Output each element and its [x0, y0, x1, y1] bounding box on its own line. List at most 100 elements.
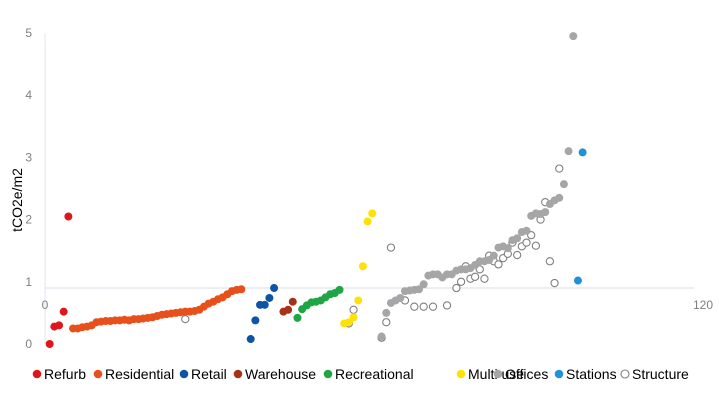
data-point: [550, 278, 559, 288]
data-point: [59, 307, 68, 316]
data-point: [64, 212, 73, 221]
data-point: [349, 313, 358, 322]
data-point: [293, 313, 302, 322]
data-point: [270, 284, 279, 293]
legend-marker: [93, 369, 103, 379]
data-point: [382, 318, 391, 327]
data-point: [415, 285, 423, 294]
series-refurb: [45, 212, 73, 348]
legend-marker: [233, 369, 243, 379]
data-point: [494, 260, 503, 269]
legend-label: Stations: [566, 366, 617, 382]
x-tick-label: 120: [693, 298, 713, 312]
y-tick-label: 3: [25, 150, 32, 164]
data-point: [181, 314, 190, 324]
data-point: [251, 316, 260, 325]
data-point: [573, 276, 582, 285]
series-residential: [69, 285, 246, 333]
y-axis-ticks: 0 1 2 3 4 5: [25, 26, 32, 351]
data-point: [555, 193, 564, 202]
data-point: [555, 164, 564, 173]
data-point: [569, 32, 578, 41]
data-point: [578, 148, 587, 157]
data-point: [559, 180, 568, 189]
series-offices: [377, 32, 578, 341]
data-point: [442, 301, 452, 310]
data-point: [382, 308, 391, 317]
data-point: [354, 296, 363, 305]
data-points: [45, 32, 587, 348]
data-point: [368, 209, 377, 218]
data-point: [564, 147, 573, 156]
legend-label: Recreational: [335, 366, 414, 382]
legend-marker: [493, 369, 503, 379]
data-point: [260, 300, 269, 309]
data-point: [55, 321, 64, 330]
data-point: [358, 262, 367, 271]
data-point: [452, 283, 461, 293]
legend-label: Structure: [632, 366, 689, 382]
legend-item-stations: Stations: [554, 366, 617, 382]
legend-marker: [323, 369, 333, 379]
legend-item-structure: Structure: [620, 366, 689, 382]
series-recreational: [293, 285, 344, 322]
x-axis-ticks: 0 120: [42, 298, 714, 312]
data-point: [513, 250, 522, 260]
legend-label: Offices: [505, 366, 548, 382]
data-point: [237, 285, 246, 294]
y-tick-label: 2: [25, 213, 32, 227]
data-point: [45, 340, 54, 348]
y-axis-label: tCO2e/m2: [9, 168, 25, 232]
series-stations: [573, 148, 587, 285]
data-point: [480, 274, 489, 283]
legend-label: Refurb: [44, 366, 86, 382]
data-point: [470, 272, 480, 281]
data-point: [419, 280, 428, 289]
data-point: [513, 234, 522, 243]
series-multi-use: [340, 209, 377, 328]
data-point: [503, 244, 512, 253]
series-structure: [181, 164, 564, 342]
data-point: [428, 302, 438, 311]
x-tick-label: 0: [42, 298, 49, 312]
y-tick-label: 4: [25, 88, 32, 102]
legend-marker: [179, 369, 189, 379]
data-point: [419, 302, 428, 311]
data-point: [531, 241, 541, 250]
data-point: [265, 293, 274, 302]
legend-marker: [554, 369, 564, 379]
data-point: [410, 302, 419, 311]
legend-label: Residential: [105, 366, 174, 382]
axes: [44, 33, 694, 344]
y-tick-label: 0: [25, 337, 32, 351]
legend-item-residential: Residential: [93, 366, 174, 382]
data-point: [541, 208, 550, 217]
legend-item-refurb: Refurb: [32, 366, 86, 382]
legend-label: Retail: [191, 366, 227, 382]
y-tick-label: 1: [25, 275, 32, 289]
data-point: [522, 238, 531, 247]
legend-item-retail: Retail: [179, 366, 227, 382]
y-tick-label: 5: [25, 26, 32, 40]
data-point: [489, 251, 498, 260]
legend-marker: [620, 369, 630, 379]
legend-item-recreational: Recreational: [323, 366, 414, 382]
data-point: [349, 305, 358, 314]
legend: Refurb Residential Retail Warehouse Recreati…: [32, 366, 689, 382]
data-point: [377, 332, 386, 341]
data-point: [545, 257, 555, 266]
data-point: [363, 217, 372, 226]
data-point: [288, 297, 297, 306]
legend-marker: [456, 369, 466, 379]
legend-label: Warehouse: [245, 366, 316, 382]
data-point: [386, 243, 396, 252]
data-point: [284, 305, 293, 314]
series-retail: [246, 284, 279, 344]
data-point: [344, 318, 353, 327]
data-point: [522, 226, 531, 235]
legend-item-warehouse: Warehouse: [233, 366, 316, 382]
data-point: [396, 293, 405, 302]
data-point: [246, 335, 255, 344]
